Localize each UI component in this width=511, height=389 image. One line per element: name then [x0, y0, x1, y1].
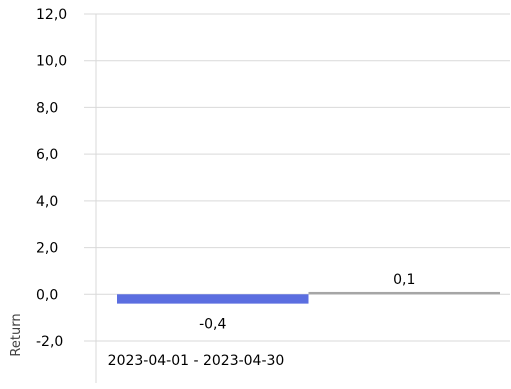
y-tick-label: 10,0: [36, 54, 67, 70]
data-label: -0,4: [199, 317, 226, 333]
y-tick-label: 0,0: [36, 287, 58, 303]
y-tick-label: -2,0: [36, 334, 63, 350]
y-tick-label: 2,0: [36, 241, 58, 257]
y-tick-label: 4,0: [36, 194, 58, 210]
x-tick-label: 2023-04-01 - 2023-04-30: [108, 353, 285, 369]
y-tick-label: 8,0: [36, 100, 58, 116]
data-label: 0,1: [393, 272, 415, 288]
bar-series-1: [117, 294, 309, 304]
bar-series-2: [308, 291, 500, 295]
y-axis-label: Return: [9, 313, 24, 356]
y-tick-label: 6,0: [36, 147, 58, 163]
y-tick-label: 12,0: [36, 7, 67, 23]
